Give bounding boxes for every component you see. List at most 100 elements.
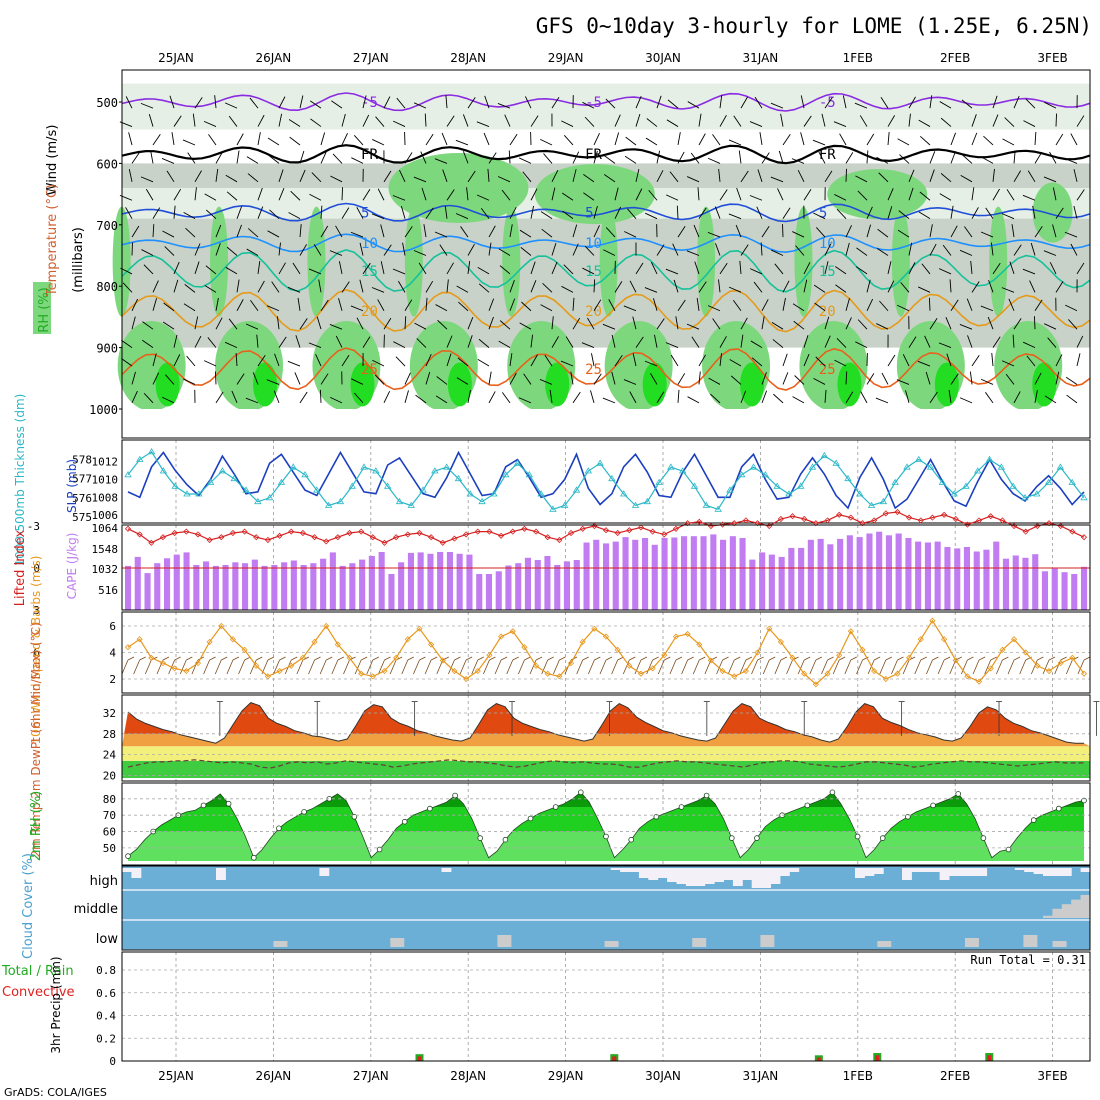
wind-barb (1013, 96, 1020, 109)
dewpt-line (127, 759, 1084, 769)
wind-barb (497, 176, 511, 183)
wind10m-barb-flag (932, 656, 939, 661)
wind-barb (905, 390, 910, 403)
wind10m-barb (786, 659, 793, 675)
wind-barb (551, 187, 556, 201)
wind-barb (561, 285, 574, 293)
wind-barb (602, 397, 616, 404)
rh2m-point (577, 789, 584, 796)
wind-barb (330, 396, 343, 404)
wind-barb (501, 189, 511, 201)
wind-barb (939, 193, 952, 201)
wind-barb (985, 207, 994, 219)
li-point (579, 525, 586, 532)
wind10m-barb-flag (372, 656, 380, 661)
li-point (439, 539, 446, 546)
wind-barb (1043, 250, 1057, 256)
wind10m-barb-flag (640, 656, 648, 661)
wind-barb (1013, 391, 1021, 404)
thickness-point (147, 448, 156, 455)
dew-band-yellow (122, 746, 1090, 761)
wind-barb (824, 335, 831, 348)
cloud-high-gap (855, 868, 865, 878)
wind-barb (509, 372, 517, 385)
wind10m-barb-flag (1060, 656, 1067, 661)
wind-barb (646, 118, 658, 127)
wind-barb (173, 261, 180, 275)
thickness-point (832, 459, 840, 466)
wind-barb (946, 353, 952, 367)
rh-moist-column (599, 206, 618, 317)
cloud-high-gap (1043, 868, 1053, 876)
wind-barb (656, 150, 661, 164)
wind10m-barb (1007, 659, 1015, 675)
wind-barb (908, 169, 915, 182)
wind-barb (751, 357, 763, 367)
wind10m-point (509, 628, 516, 635)
wind-barb (981, 156, 994, 164)
wind10m-point (801, 670, 808, 677)
wind10m-point (626, 662, 633, 669)
wind-barb (960, 174, 973, 183)
li-point (614, 529, 621, 537)
thickness-tick-label: 576 (72, 492, 92, 505)
wind-barb (813, 284, 826, 293)
wind10m-barb-flag (1048, 656, 1056, 661)
wind10m-point (731, 673, 738, 680)
wind10m-barb-flag (500, 656, 508, 661)
wind-barb (446, 262, 454, 275)
thickness-point (773, 482, 781, 489)
rh2m-ylabel: 2m RH (%) (29, 791, 44, 862)
wind-barb (778, 150, 784, 164)
wind10m-barb-flag (675, 656, 683, 661)
wind-barb (509, 207, 517, 219)
wind10m-point (929, 617, 936, 624)
thickness-point (183, 490, 191, 497)
thickness-point (549, 505, 557, 512)
rh-moist-column (404, 206, 423, 317)
rh-saturated-blob (1032, 362, 1057, 407)
cloud-high-gap (216, 868, 226, 880)
wind-barb (950, 132, 956, 146)
wind-barb (593, 373, 602, 385)
wind10m-barb (214, 659, 222, 675)
wind-barb (446, 335, 453, 348)
wind-barb (666, 119, 679, 127)
wind-barb (795, 245, 805, 256)
thickness-point (844, 474, 852, 482)
wind-barb (676, 205, 679, 219)
cloud-high-gap (441, 868, 452, 872)
cape-bar (681, 536, 688, 610)
cloud-low-bar (964, 938, 979, 947)
wind-barb (728, 286, 742, 293)
wind10m-barb-flag (407, 656, 414, 661)
thickness-line (127, 450, 1085, 511)
cloud-mid-bar (1061, 904, 1072, 918)
wind-barb (194, 243, 201, 256)
wind10m-point (264, 673, 271, 680)
isotherm-label: 25 (819, 362, 836, 378)
cloud-high-gap (1080, 868, 1091, 872)
wind-barb (782, 372, 789, 385)
wind-barb (1076, 335, 1084, 348)
wind-barb (521, 301, 532, 312)
wind-barb (665, 194, 679, 201)
cloud-low-bar (692, 938, 707, 947)
rh2m-area (128, 792, 1084, 861)
li-point (416, 529, 423, 537)
wind-barb (656, 95, 662, 109)
cape-bar (378, 552, 385, 610)
wind-barb (320, 373, 329, 385)
wind-barb (824, 316, 830, 330)
cloud-high-gap (610, 868, 621, 870)
wind10m-point (719, 667, 726, 675)
wind-barb (455, 139, 469, 146)
thickness-tick-label: 578 (72, 454, 92, 467)
wind-barb (729, 359, 742, 367)
cloud-high-gap (685, 868, 696, 886)
wind10m-barb-flag (873, 656, 881, 661)
wind-barb (338, 298, 343, 311)
wind-barb (442, 169, 448, 182)
wind-barb (735, 224, 742, 238)
thickness-tick-label: 575 (72, 511, 92, 524)
